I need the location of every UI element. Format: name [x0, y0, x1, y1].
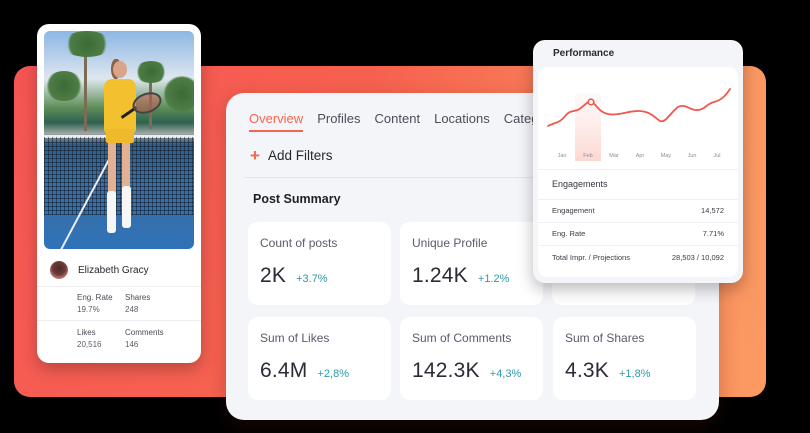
divider: [244, 177, 719, 178]
add-filters-label: Add Filters: [267, 148, 333, 163]
add-filters-button[interactable]: + Add Filters: [250, 147, 332, 164]
row-label: Total Impr. / Projections: [552, 253, 630, 262]
stat-value: 1.24K: [412, 264, 468, 287]
stat-value: 4.3K: [565, 359, 609, 382]
stat-label: Unique Profile: [412, 236, 488, 250]
x-tick-apr: Apr: [636, 153, 645, 159]
x-tick-jan: Jan: [558, 153, 567, 159]
profile-user: Elizabeth Gracy: [50, 261, 149, 279]
x-tick-may: May: [661, 153, 672, 159]
performance-card: Performance Jan Feb Mar Apr May Jun Jul: [533, 40, 743, 283]
stat-eng-rate: Eng. Rate 19.7%: [77, 292, 113, 316]
stat-value: 142.3K: [412, 359, 480, 382]
stat-value: 2K: [260, 264, 287, 287]
stat-label: Sum of Comments: [412, 331, 512, 345]
stat-value: 6.4M: [260, 359, 308, 382]
stat-label: Count of posts: [260, 236, 338, 250]
engagement-row: Engagement 14,572: [552, 206, 724, 215]
row-label: Engagement: [552, 206, 595, 215]
stat-value: 248: [125, 305, 139, 314]
divider: [37, 286, 201, 287]
influencer-card[interactable]: Elizabeth Gracy Eng. Rate 19.7% Shares 2…: [37, 24, 201, 363]
row-label: Eng. Rate: [552, 229, 586, 238]
stat-delta: +2,8%: [317, 368, 350, 380]
row-value: 28,503 / 10,092: [671, 253, 724, 262]
eng-rate-row: Eng. Rate 7.71%: [552, 229, 724, 238]
performance-line-chart[interactable]: Jan Feb Mar Apr May Jun Jul: [538, 67, 738, 165]
feb-point-marker: [587, 98, 595, 106]
divider: [538, 222, 738, 223]
x-tick-jul: Jul: [713, 153, 720, 159]
divider: [538, 199, 738, 200]
stat-card-sum-of-shares: Sum of Shares 4.3K +1,8%: [553, 317, 696, 400]
impressions-row: Total Impr. / Projections 28,503 / 10,09…: [552, 253, 724, 262]
stat-card-sum-of-comments: Sum of Comments 142.3K +4,3%: [400, 317, 543, 400]
tab-overview[interactable]: Overview: [249, 111, 304, 132]
x-tick-feb: Feb: [583, 153, 592, 159]
stat-likes: Likes 20,516: [77, 327, 101, 351]
divider: [37, 320, 201, 321]
stat-label: Eng. Rate: [77, 293, 113, 302]
profile-photo: [44, 31, 194, 249]
avatar: [50, 261, 68, 279]
tab-profiles[interactable]: Profiles: [317, 111, 361, 126]
tab-content[interactable]: Content: [374, 111, 421, 126]
stat-value: 146: [125, 340, 139, 349]
stat-label: Comments: [125, 328, 164, 337]
stat-value: 19.7%: [77, 305, 100, 314]
stat-card-sum-of-likes: Sum of Likes 6.4M +2,8%: [248, 317, 391, 400]
x-tick-mar: Mar: [609, 153, 619, 159]
row-value: 14,572: [701, 206, 724, 215]
stat-delta: +4,3%: [489, 368, 522, 380]
tab-bar: Overview Profiles Content Locations Cate…: [249, 111, 546, 132]
stat-delta: +3.7%: [296, 273, 328, 285]
line-series: [547, 88, 731, 127]
engagements-title: Engagements: [552, 179, 608, 189]
divider: [538, 169, 738, 170]
stat-card-unique-profile: Unique Profile 1.24K +1.2%: [400, 222, 543, 305]
stat-value: 20,516: [77, 340, 102, 349]
stat-delta: +1,8%: [619, 368, 651, 380]
plus-icon: +: [250, 146, 260, 165]
performance-title: Performance: [553, 48, 615, 59]
performance-body: Jan Feb Mar Apr May Jun Jul Engagements …: [538, 67, 738, 277]
tab-locations[interactable]: Locations: [434, 111, 490, 126]
stat-label: Sum of Likes: [260, 331, 330, 345]
profile-name: Elizabeth Gracy: [78, 264, 149, 276]
highlight-band: [575, 93, 601, 161]
stat-label: Shares: [125, 293, 151, 302]
section-title: Post Summary: [253, 192, 341, 206]
divider: [538, 245, 738, 246]
stat-label: Sum of Shares: [565, 331, 645, 345]
stat-label: Likes: [77, 328, 96, 337]
stat-comments: Comments 146: [125, 327, 164, 351]
x-tick-jun: Jun: [688, 153, 697, 159]
stat-shares: Shares 248: [125, 292, 150, 316]
row-value: 7.71%: [702, 229, 724, 238]
stat-card-count-of-posts: Count of posts 2K +3.7%: [248, 222, 391, 305]
stat-delta: +1.2%: [477, 273, 510, 285]
